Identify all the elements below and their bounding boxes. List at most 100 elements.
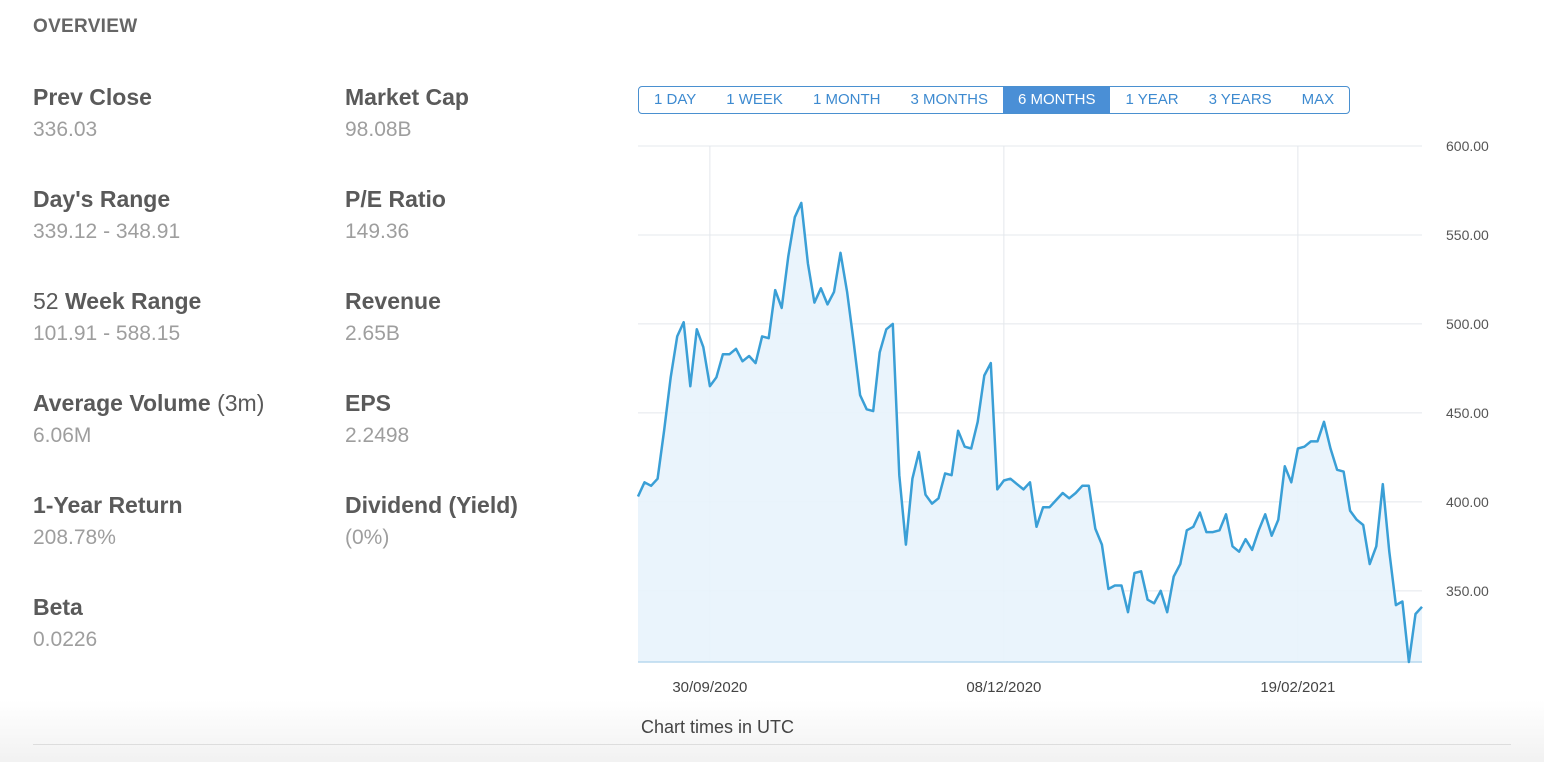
price-point [703, 346, 705, 348]
price-point [1251, 549, 1253, 551]
stat-beta: Beta 0.0226 [33, 590, 333, 656]
price-point [970, 448, 972, 450]
stat-eps: EPS 2.2498 [345, 386, 645, 452]
price-point [1134, 572, 1136, 574]
price-point [997, 489, 999, 491]
price-point [748, 355, 750, 357]
tab-3-years[interactable]: 3 YEARS [1208, 91, 1272, 108]
price-point [1016, 483, 1018, 485]
price-point [1310, 441, 1312, 443]
price-point [1075, 492, 1077, 494]
price-point [1121, 585, 1123, 587]
price-point [1278, 519, 1280, 521]
tab-1-year[interactable]: 1 YEAR [1125, 91, 1179, 108]
stat-pe-ratio: P/E Ratio 149.36 [345, 182, 645, 248]
price-point [1153, 603, 1155, 605]
price-point [1160, 590, 1162, 592]
price-point [1304, 446, 1306, 448]
stat-label-text: Average Volume [33, 390, 211, 416]
price-point [1245, 538, 1247, 540]
price-point [1264, 514, 1266, 516]
stat-label: Prev Close [33, 84, 152, 110]
y-tick-label: 550.00 [1446, 227, 1489, 243]
tab-1-month[interactable]: 1 MONTH [812, 91, 881, 108]
y-tick-label: 400.00 [1446, 494, 1489, 510]
price-point [1140, 571, 1142, 573]
price-point [690, 385, 692, 387]
price-point [1415, 613, 1417, 615]
tab-3-months[interactable]: 3 MONTHS [910, 91, 988, 108]
tab-1-day[interactable]: 1 DAY [654, 91, 697, 108]
price-point [859, 394, 861, 396]
price-point [833, 291, 835, 293]
price-point [1010, 478, 1012, 480]
price-point [1219, 530, 1221, 532]
price-chart-svg[interactable]: 600.00 550.00 500.00 450.00 400.00 350.00 30/0… [600, 130, 1520, 710]
price-chart[interactable]: 600.00 550.00 500.00 450.00 400.00 350.00 30/0… [600, 130, 1520, 710]
price-point [1343, 471, 1345, 473]
price-point [1336, 469, 1338, 471]
section-title: OVERVIEW [33, 16, 138, 37]
stat-value: 101.91 - 588.15 [33, 322, 181, 345]
price-point [788, 256, 790, 258]
price-point [1291, 482, 1293, 484]
price-point [1068, 498, 1070, 500]
price-point [1382, 483, 1384, 485]
price-point [1173, 576, 1175, 578]
price-point [1055, 499, 1057, 501]
price-point [925, 494, 927, 496]
stat-value: 2.2498 [345, 424, 410, 447]
stat-1-year-return: 1-Year Return 208.78% [33, 488, 333, 554]
price-point [866, 409, 868, 411]
tab-max[interactable]: MAX [1301, 91, 1335, 108]
price-point [1376, 546, 1378, 548]
price-point [650, 485, 652, 487]
price-point [1330, 448, 1332, 450]
price-point [1003, 480, 1005, 482]
price-point [729, 353, 731, 355]
price-point [683, 321, 685, 323]
price-point [1238, 551, 1240, 553]
stat-label: P/E Ratio [345, 186, 446, 212]
price-point [1114, 585, 1116, 587]
stat-value: 6.06M [33, 424, 92, 447]
price-point [774, 289, 776, 291]
stat-value: 0.0226 [33, 628, 98, 651]
price-point [716, 377, 718, 379]
stat-value: 339.12 - 348.91 [33, 220, 181, 243]
stat-value: 208.78% [33, 526, 116, 549]
price-point [853, 341, 855, 343]
stat-label-number: 52 [33, 288, 59, 314]
price-point [905, 544, 907, 546]
price-point [1029, 482, 1031, 484]
price-point [768, 337, 770, 339]
y-tick-label: 450.00 [1446, 405, 1489, 421]
price-point [709, 385, 711, 387]
price-point [1180, 563, 1182, 565]
chart-times-note: Chart times in UTC [641, 717, 795, 737]
tab-6-months[interactable]: 6 MONTHS [1002, 87, 1111, 113]
price-point [676, 336, 678, 338]
price-point [1212, 531, 1214, 533]
stat-label: Average Volume (3m) [33, 386, 333, 420]
price-point [957, 430, 959, 432]
price-point [1127, 611, 1129, 613]
price-point [1193, 526, 1195, 528]
tab-1-week[interactable]: 1 WEEK [726, 91, 783, 108]
price-point [820, 288, 822, 290]
price-point [1271, 535, 1273, 537]
price-point [944, 473, 946, 475]
price-point [827, 304, 829, 306]
price-point [1023, 489, 1025, 491]
price-point [951, 474, 953, 476]
stat-value: 336.03 [33, 118, 98, 141]
stat-label: Dividend (Yield) [345, 492, 518, 518]
price-point [1369, 563, 1371, 565]
price-point [657, 478, 659, 480]
price-point [1317, 441, 1319, 443]
stat-label: EPS [345, 390, 392, 416]
price-point [761, 336, 763, 338]
price-point [1421, 606, 1423, 608]
stat-label: Market Cap [345, 84, 469, 110]
price-point [1225, 514, 1227, 516]
